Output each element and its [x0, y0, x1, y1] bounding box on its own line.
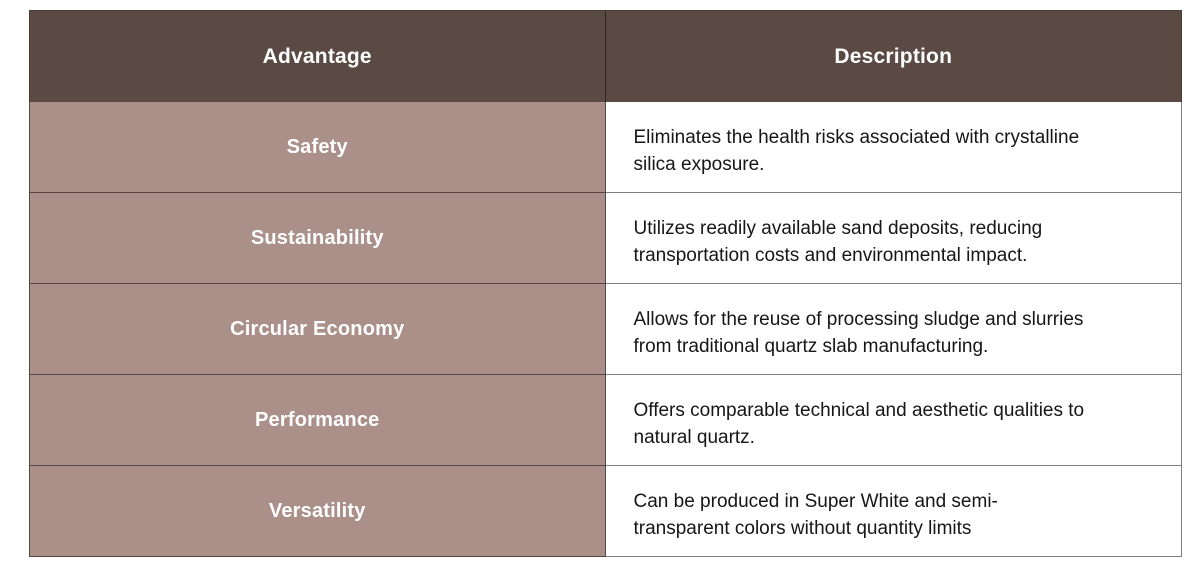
description-cell: Allows for the reuse of processing sludg…	[605, 284, 1182, 375]
advantage-cell: Circular Economy	[29, 284, 606, 375]
column-header-advantage: Advantage	[29, 10, 606, 102]
description-cell: Utilizes readily available sand deposits…	[605, 193, 1182, 284]
advantage-cell: Performance	[29, 375, 606, 466]
table-row: Circular Economy Allows for the reuse of…	[29, 284, 1182, 375]
advantage-cell: Versatility	[29, 466, 606, 557]
advantage-cell: Safety	[29, 102, 606, 193]
description-cell: Eliminates the health risks associated w…	[605, 102, 1182, 193]
table-header-row: Advantage Description	[29, 10, 1182, 102]
table-row: Sustainability Utilizes readily availabl…	[29, 193, 1182, 284]
table-row: Versatility Can be produced in Super Whi…	[29, 466, 1182, 557]
table-row: Safety Eliminates the health risks assoc…	[29, 102, 1182, 193]
column-header-description: Description	[605, 10, 1182, 102]
table-row: Performance Offers comparable technical …	[29, 375, 1182, 466]
advantage-cell: Sustainability	[29, 193, 606, 284]
description-cell: Can be produced in Super White and semi-…	[605, 466, 1182, 557]
advantages-table: Advantage Description Safety Eliminates …	[29, 10, 1182, 557]
description-cell: Offers comparable technical and aestheti…	[605, 375, 1182, 466]
